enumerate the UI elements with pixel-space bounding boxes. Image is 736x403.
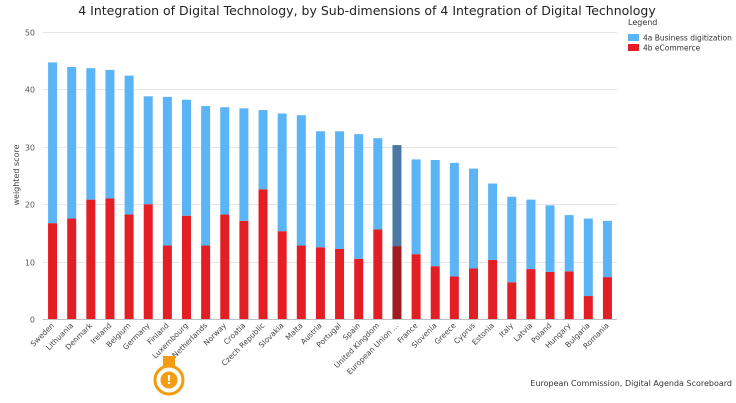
- bar-estonia-4b-ecommerce[interactable]: [488, 259, 498, 319]
- y-axis-ticks: 0 10 20 30 40 50: [25, 29, 35, 325]
- y-tick-label: 50: [25, 29, 35, 38]
- bar-norway-4a-business-digitization[interactable]: [220, 107, 230, 215]
- bar-austria-4b-ecommerce[interactable]: [315, 247, 325, 319]
- y-tick-label: 10: [25, 259, 35, 268]
- bar-greece-4b-ecommerce[interactable]: [449, 276, 459, 319]
- bar-slovakia-4b-ecommerce[interactable]: [277, 231, 287, 319]
- bar-norway-4b-ecommerce[interactable]: [220, 214, 230, 319]
- warning-marker-icon[interactable]: !: [153, 356, 185, 396]
- bar-italy-4a-business-digitization[interactable]: [507, 196, 517, 283]
- bar-denmark-4b-ecommerce[interactable]: [86, 199, 96, 319]
- bar-france-4b-ecommerce[interactable]: [411, 254, 421, 319]
- bar-lithuania-4b-ecommerce[interactable]: [67, 218, 77, 319]
- bar-belgium-4b-ecommerce[interactable]: [124, 214, 134, 319]
- bar-portugal-4a-business-digitization[interactable]: [335, 131, 345, 249]
- bar-cyprus-4a-business-digitization[interactable]: [469, 168, 478, 269]
- bar-denmark-4a-business-digitization[interactable]: [86, 68, 96, 200]
- bar-latvia-4b-ecommerce[interactable]: [526, 269, 536, 319]
- legend-swatch-4a-business-digitization[interactable]: [628, 34, 639, 41]
- bar-germany-4b-ecommerce[interactable]: [143, 204, 153, 319]
- bar-croatia-4a-business-digitization[interactable]: [239, 108, 249, 221]
- bar-malta-4b-ecommerce[interactable]: [296, 245, 306, 319]
- chart-title: 4 Integration of Digital Technology, by …: [78, 3, 656, 18]
- bar-france-4a-business-digitization[interactable]: [411, 159, 421, 255]
- bar-slovenia-4b-ecommerce[interactable]: [430, 266, 440, 319]
- bar-bulgaria-4b-ecommerce[interactable]: [583, 296, 593, 319]
- bar-lithuania-4a-business-digitization[interactable]: [67, 67, 77, 219]
- bar-cyprus-4b-ecommerce[interactable]: [469, 268, 478, 319]
- bar-romania-4b-ecommerce[interactable]: [602, 277, 612, 319]
- legend-label-4b-ecommerce[interactable]: 4b eCommerce: [643, 44, 701, 53]
- bar-estonia-4a-business-digitization[interactable]: [488, 183, 498, 260]
- bar-greece-4a-business-digitization[interactable]: [449, 162, 459, 277]
- bar-netherlands-4a-business-digitization[interactable]: [201, 106, 211, 246]
- bar-italy-4b-ecommerce[interactable]: [507, 282, 517, 319]
- legend-title: Legend: [628, 18, 657, 27]
- bar-latvia-4a-business-digitization[interactable]: [526, 199, 536, 270]
- bar-hungary-4b-ecommerce[interactable]: [564, 271, 574, 319]
- y-tick-label: 0: [30, 316, 35, 325]
- bar-european-union-4b-ecommerce[interactable]: [392, 246, 402, 319]
- bar-sweden-4b-ecommerce[interactable]: [48, 223, 58, 319]
- bar-ireland-4b-ecommerce[interactable]: [105, 198, 115, 319]
- gridlines: [43, 32, 617, 263]
- bar-portugal-4b-ecommerce[interactable]: [335, 248, 345, 319]
- svg-text:!: !: [166, 373, 171, 387]
- bar-spain-4b-ecommerce[interactable]: [354, 258, 364, 319]
- y-axis-label: weighted score: [12, 144, 21, 205]
- bar-romania-4a-business-digitization[interactable]: [602, 220, 612, 278]
- bar-malta-4a-business-digitization[interactable]: [296, 115, 306, 246]
- bar-austria-4a-business-digitization[interactable]: [315, 131, 325, 248]
- bar-czech-republic-4a-business-digitization[interactable]: [258, 110, 268, 190]
- y-tick-label: 30: [25, 144, 35, 153]
- bar-slovenia-4a-business-digitization[interactable]: [430, 160, 440, 267]
- bar-poland-4b-ecommerce[interactable]: [545, 271, 555, 319]
- bar-ireland-4a-business-digitization[interactable]: [105, 69, 115, 199]
- bar-united-kingdom-4a-business-digitization[interactable]: [373, 138, 383, 230]
- bar-croatia-4b-ecommerce[interactable]: [239, 220, 249, 319]
- bar-hungary-4a-business-digitization[interactable]: [564, 215, 574, 272]
- bar-netherlands-4b-ecommerce[interactable]: [201, 245, 211, 319]
- bar-sweden-4a-business-digitization[interactable]: [48, 62, 58, 224]
- bar-luxembourg-4b-ecommerce[interactable]: [182, 215, 191, 319]
- bar-european-union-4a-business-digitization[interactable]: [392, 145, 402, 247]
- bar-finland-4b-ecommerce[interactable]: [162, 245, 172, 319]
- bar-poland-4a-business-digitization[interactable]: [545, 205, 555, 272]
- bars: [48, 62, 612, 319]
- bar-bulgaria-4a-business-digitization[interactable]: [583, 218, 593, 297]
- bar-slovakia-4a-business-digitization[interactable]: [277, 113, 287, 232]
- y-tick-label: 20: [25, 201, 35, 210]
- bar-czech-republic-4b-ecommerce[interactable]: [258, 189, 268, 319]
- bar-spain-4a-business-digitization[interactable]: [354, 134, 364, 259]
- x-axis-ticks: SwedenLithuaniaDenmarkIrelandBelgiumGerm…: [29, 321, 611, 377]
- legend-swatch-4b-ecommerce[interactable]: [628, 44, 639, 51]
- bar-luxembourg-4a-business-digitization[interactable]: [182, 99, 191, 216]
- bar-united-kingdom-4b-ecommerce[interactable]: [373, 229, 383, 319]
- y-tick-label: 40: [25, 86, 35, 95]
- bar-germany-4a-business-digitization[interactable]: [143, 96, 153, 205]
- legend-label-4a-business-digitization[interactable]: 4a Business digitization: [643, 34, 732, 43]
- bar-belgium-4a-business-digitization[interactable]: [124, 75, 134, 215]
- source-credit: European Commission, Digital Agenda Scor…: [530, 379, 732, 388]
- bar-finland-4a-business-digitization[interactable]: [162, 96, 172, 246]
